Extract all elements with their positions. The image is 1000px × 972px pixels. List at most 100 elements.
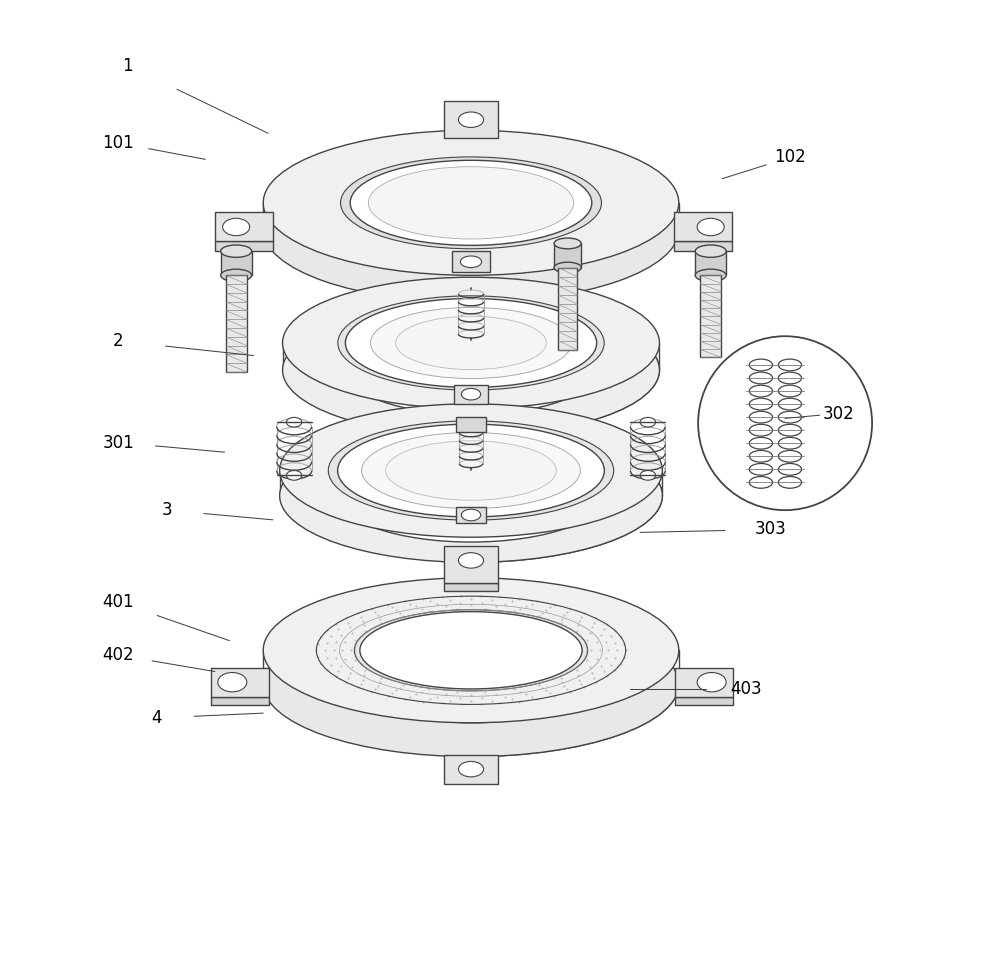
Bar bbox=[456, 507, 486, 523]
Ellipse shape bbox=[749, 464, 773, 475]
Ellipse shape bbox=[280, 403, 662, 538]
Ellipse shape bbox=[460, 256, 482, 267]
Text: 3: 3 bbox=[161, 502, 172, 519]
Ellipse shape bbox=[263, 130, 679, 275]
Ellipse shape bbox=[338, 424, 604, 517]
Ellipse shape bbox=[749, 411, 773, 423]
Ellipse shape bbox=[778, 425, 802, 436]
Text: 101: 101 bbox=[102, 134, 134, 152]
Bar bbox=[444, 754, 498, 783]
Ellipse shape bbox=[221, 269, 252, 282]
Ellipse shape bbox=[749, 372, 773, 384]
Bar bbox=[444, 138, 498, 148]
Bar bbox=[444, 582, 498, 591]
Text: 2: 2 bbox=[113, 332, 124, 350]
Ellipse shape bbox=[778, 399, 802, 410]
Ellipse shape bbox=[396, 316, 546, 369]
Ellipse shape bbox=[386, 441, 556, 501]
Ellipse shape bbox=[350, 188, 592, 272]
Bar bbox=[456, 417, 486, 432]
Ellipse shape bbox=[223, 219, 250, 235]
Ellipse shape bbox=[778, 372, 802, 384]
Ellipse shape bbox=[345, 326, 597, 414]
Ellipse shape bbox=[778, 464, 802, 475]
Ellipse shape bbox=[218, 673, 247, 692]
Ellipse shape bbox=[640, 417, 656, 427]
Ellipse shape bbox=[697, 673, 726, 692]
Text: 302: 302 bbox=[822, 404, 854, 423]
Bar bbox=[452, 251, 490, 272]
Ellipse shape bbox=[221, 245, 252, 258]
Ellipse shape bbox=[778, 411, 802, 423]
Text: 401: 401 bbox=[102, 593, 134, 611]
Bar bbox=[444, 546, 498, 582]
Bar bbox=[700, 275, 721, 358]
Ellipse shape bbox=[458, 761, 484, 777]
Text: 1: 1 bbox=[123, 56, 133, 75]
Bar bbox=[695, 251, 726, 275]
Bar bbox=[558, 267, 577, 350]
Bar bbox=[444, 101, 498, 138]
Ellipse shape bbox=[778, 385, 802, 397]
Bar bbox=[674, 241, 732, 251]
Ellipse shape bbox=[749, 359, 773, 371]
Ellipse shape bbox=[458, 112, 484, 127]
Text: 4: 4 bbox=[152, 709, 162, 727]
Text: 402: 402 bbox=[102, 646, 134, 664]
Bar bbox=[674, 213, 732, 241]
Ellipse shape bbox=[368, 166, 574, 239]
Ellipse shape bbox=[328, 421, 614, 520]
Text: 301: 301 bbox=[102, 434, 134, 452]
Ellipse shape bbox=[350, 160, 592, 245]
Ellipse shape bbox=[286, 470, 302, 480]
Ellipse shape bbox=[778, 476, 802, 488]
Ellipse shape bbox=[341, 156, 601, 249]
Text: 102: 102 bbox=[774, 149, 806, 166]
Ellipse shape bbox=[263, 157, 679, 302]
Ellipse shape bbox=[458, 553, 484, 569]
Ellipse shape bbox=[749, 450, 773, 462]
Bar bbox=[554, 243, 581, 267]
Ellipse shape bbox=[749, 399, 773, 410]
Ellipse shape bbox=[778, 450, 802, 462]
Ellipse shape bbox=[370, 307, 572, 378]
Bar bbox=[454, 385, 488, 403]
Ellipse shape bbox=[749, 437, 773, 449]
Bar bbox=[226, 275, 247, 372]
Ellipse shape bbox=[263, 611, 679, 756]
Ellipse shape bbox=[283, 277, 659, 408]
Ellipse shape bbox=[778, 359, 802, 371]
Ellipse shape bbox=[695, 269, 726, 282]
Bar bbox=[675, 697, 733, 706]
Bar bbox=[675, 668, 733, 697]
Ellipse shape bbox=[697, 219, 724, 235]
Ellipse shape bbox=[280, 429, 662, 563]
Ellipse shape bbox=[640, 470, 656, 480]
Bar bbox=[211, 668, 269, 697]
Ellipse shape bbox=[286, 417, 302, 427]
Ellipse shape bbox=[362, 433, 580, 508]
Ellipse shape bbox=[695, 245, 726, 258]
Ellipse shape bbox=[283, 304, 659, 435]
Ellipse shape bbox=[461, 509, 481, 521]
Ellipse shape bbox=[749, 425, 773, 436]
Ellipse shape bbox=[778, 437, 802, 449]
Ellipse shape bbox=[345, 298, 597, 388]
Text: 303: 303 bbox=[755, 520, 786, 538]
Ellipse shape bbox=[554, 238, 581, 249]
Ellipse shape bbox=[338, 449, 604, 542]
Ellipse shape bbox=[749, 476, 773, 488]
Bar bbox=[215, 241, 273, 251]
Ellipse shape bbox=[263, 577, 679, 723]
Ellipse shape bbox=[360, 645, 582, 723]
Ellipse shape bbox=[749, 385, 773, 397]
Ellipse shape bbox=[461, 389, 481, 400]
Ellipse shape bbox=[354, 609, 588, 691]
Bar bbox=[215, 213, 273, 241]
Ellipse shape bbox=[360, 611, 582, 689]
Text: 403: 403 bbox=[731, 680, 762, 698]
Ellipse shape bbox=[338, 295, 604, 390]
Bar bbox=[211, 697, 269, 706]
Bar bbox=[221, 251, 252, 275]
Circle shape bbox=[698, 336, 872, 510]
